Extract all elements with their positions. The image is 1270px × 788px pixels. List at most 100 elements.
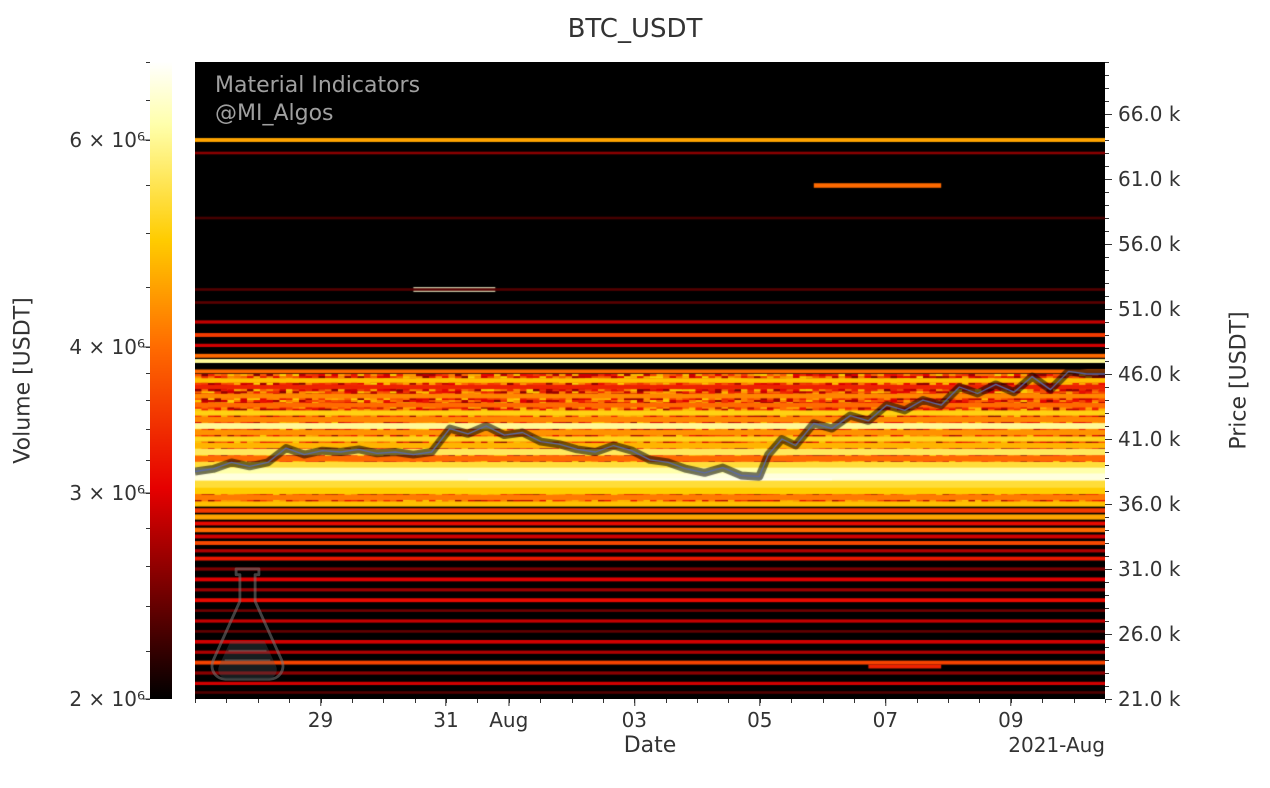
date-minor-tick	[415, 699, 416, 703]
price-minor-tick	[1105, 465, 1109, 466]
date-tick-label: 05	[747, 708, 772, 732]
date-major-tick: 03	[622, 699, 647, 732]
date-tick-label: 31	[433, 708, 458, 732]
date-axis-label: Date	[195, 733, 1105, 758]
date-minor-tick	[383, 699, 384, 703]
price-major-tick: 66.0 k	[1105, 102, 1180, 126]
date-minor-tick	[854, 699, 855, 703]
price-major-tick: 61.0 k	[1105, 167, 1180, 191]
price-tick-label: 21.0 k	[1118, 687, 1180, 711]
date-minor-tick	[948, 699, 949, 703]
price-tick-label: 61.0 k	[1118, 167, 1180, 191]
chart-title: BTC_USDT	[0, 14, 1270, 44]
price-minor-tick	[1105, 62, 1109, 63]
date-minor-tick	[352, 699, 353, 703]
date-minor-tick	[1042, 699, 1043, 703]
price-major-tick: 56.0 k	[1105, 232, 1180, 256]
date-tick-label: Aug	[489, 708, 528, 732]
price-major-tick: 41.0 k	[1105, 427, 1180, 451]
date-minor-tick	[572, 699, 573, 703]
colorbar-major-tick	[104, 492, 150, 493]
heatmap-plot-area: Material Indicators @MI_Algos	[195, 62, 1105, 699]
date-major-tick: 09	[998, 699, 1023, 732]
price-tick-label: 41.0 k	[1118, 427, 1180, 451]
price-major-tick: 36.0 k	[1105, 492, 1180, 516]
price-axis-label: Price [USDT]	[1224, 62, 1254, 699]
price-minor-tick	[1105, 530, 1109, 531]
date-axis: Date 2021-Aug 29 31 Aug 03 05 07 09	[195, 699, 1105, 769]
date-major-tick: 05	[747, 699, 772, 732]
price-minor-tick	[1105, 270, 1109, 271]
price-minor-tick	[1105, 543, 1109, 544]
colorbar-gradient	[150, 62, 172, 699]
date-minor-tick	[1105, 699, 1106, 703]
date-major-tick: 31	[433, 699, 458, 732]
price-minor-tick	[1105, 452, 1109, 453]
price-minor-tick	[1105, 595, 1109, 596]
date-minor-tick	[666, 699, 667, 703]
price-minor-tick	[1105, 608, 1109, 609]
price-minor-tick	[1105, 322, 1109, 323]
price-tick-label: 31.0 k	[1118, 557, 1180, 581]
date-tick-label: 07	[873, 708, 898, 732]
price-tick-label: 51.0 k	[1118, 297, 1180, 321]
date-minor-tick	[226, 699, 227, 703]
price-minor-tick	[1105, 582, 1109, 583]
date-minor-tick	[697, 699, 698, 703]
date-axis-offset: 2021-Aug	[1008, 733, 1105, 757]
date-major-tick: Aug	[489, 699, 528, 732]
price-minor-tick	[1105, 205, 1109, 206]
date-major-tick: 29	[308, 699, 333, 732]
colorbar-axis-label: Volume [USDT]	[8, 62, 38, 699]
date-tick-label: 09	[998, 708, 1023, 732]
price-minor-tick	[1105, 153, 1109, 154]
price-axis-right: 21.0 k26.0 k31.0 k36.0 k41.0 k46.0 k51.0…	[1105, 62, 1235, 699]
colorbar-major-tick	[104, 699, 150, 700]
date-minor-tick	[258, 699, 259, 703]
price-minor-tick	[1105, 88, 1109, 89]
price-minor-tick	[1105, 75, 1109, 76]
price-minor-tick	[1105, 400, 1109, 401]
price-tick-label: 46.0 k	[1118, 362, 1180, 386]
date-minor-tick	[728, 699, 729, 703]
date-tick-label: 29	[308, 708, 333, 732]
date-minor-tick	[289, 699, 290, 703]
date-minor-tick	[823, 699, 824, 703]
date-minor-tick	[1074, 699, 1075, 703]
price-minor-tick	[1105, 257, 1109, 258]
price-axis-label-text: Price [USDT]	[1227, 311, 1252, 449]
date-minor-tick	[195, 699, 196, 703]
price-minor-tick	[1105, 348, 1109, 349]
price-major-tick: 21.0 k	[1105, 687, 1180, 711]
price-tick-label: 66.0 k	[1118, 102, 1180, 126]
date-major-tick: 07	[873, 699, 898, 732]
price-major-tick: 51.0 k	[1105, 297, 1180, 321]
price-minor-tick	[1105, 517, 1109, 518]
price-minor-tick	[1105, 413, 1109, 414]
date-minor-tick	[477, 699, 478, 703]
price-minor-tick	[1105, 387, 1109, 388]
price-major-tick: 26.0 k	[1105, 622, 1180, 646]
price-minor-tick	[1105, 192, 1109, 193]
price-major-tick: 46.0 k	[1105, 362, 1180, 386]
price-minor-tick	[1105, 218, 1109, 219]
date-minor-tick	[917, 699, 918, 703]
figure: BTC_USDT Volume [USDT] 2 × 10⁶3 × 10⁶4 ×…	[0, 0, 1270, 788]
date-minor-tick	[603, 699, 604, 703]
flask-logo-icon	[200, 560, 295, 690]
date-tick-label: 03	[622, 708, 647, 732]
price-tick-label: 56.0 k	[1118, 232, 1180, 256]
price-minor-tick	[1105, 140, 1109, 141]
colorbar-major-tick	[104, 140, 150, 141]
price-minor-tick	[1105, 647, 1109, 648]
date-minor-tick	[979, 699, 980, 703]
price-line-canvas	[195, 62, 1105, 699]
colorbar-ticks	[104, 62, 150, 699]
price-minor-tick	[1105, 478, 1109, 479]
price-tick-label: 36.0 k	[1118, 492, 1180, 516]
price-minor-tick	[1105, 335, 1109, 336]
date-minor-tick	[540, 699, 541, 703]
price-minor-tick	[1105, 660, 1109, 661]
date-minor-tick	[791, 699, 792, 703]
colorbar-axis-label-text: Volume [USDT]	[11, 297, 36, 463]
